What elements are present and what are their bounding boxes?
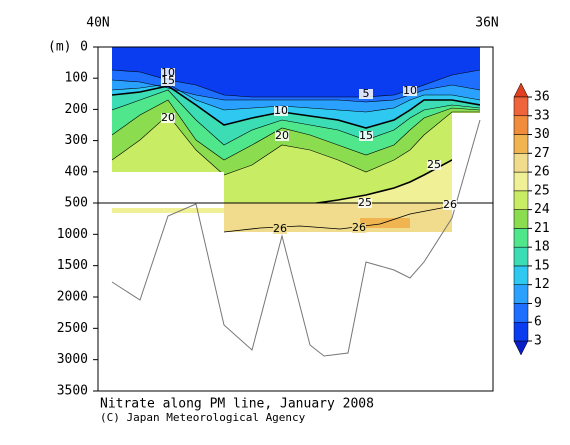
colorbar-segment	[513, 171, 529, 192]
colorbar-tick-label: 25	[534, 183, 550, 198]
contour-label-bg	[161, 113, 175, 123]
y-tick-label: 100	[65, 71, 88, 86]
y-tick-label: 2500	[57, 321, 88, 336]
y-tick-label: 3500	[57, 384, 88, 399]
contour-label-bg	[161, 76, 175, 86]
contour-label: 10	[274, 104, 288, 117]
contour-line	[223, 205, 453, 233]
contour-line	[112, 89, 480, 146]
contour-label: 20	[275, 129, 289, 142]
contour-label-bg	[273, 224, 287, 234]
colorbar-segment	[513, 321, 529, 342]
contour-line	[112, 83, 480, 113]
colorbar-segment	[513, 265, 529, 285]
contour-label-bg	[443, 200, 457, 210]
y-tick-label: 200	[65, 102, 88, 117]
upper-field	[112, 47, 480, 203]
band	[360, 218, 410, 228]
y-tick-label: 1500	[57, 258, 88, 273]
contour-label: 25	[358, 196, 372, 209]
contour-label: 5	[363, 87, 370, 100]
contour-label-bg	[161, 68, 175, 78]
band	[112, 47, 480, 97]
y-tick-label: 300	[65, 133, 88, 148]
contour-label-bg	[359, 89, 373, 99]
plot-frame	[97, 46, 494, 392]
colorbar-tick-label: 12	[534, 277, 550, 292]
colorbar-segment	[513, 190, 529, 210]
contour-label-bg	[403, 86, 417, 96]
colorbar-segment	[513, 96, 529, 117]
colorbar-tick-label: 6	[534, 315, 542, 330]
contour-label-bg	[427, 160, 441, 170]
credit: (C) Japan Meteorological Agency	[100, 411, 306, 424]
y-tick-label: 500	[65, 196, 88, 211]
contour-label: 26	[273, 222, 287, 235]
colorbar-high	[513, 82, 529, 98]
y-axis-label: (m)	[48, 40, 71, 55]
contour-label: 10	[161, 66, 175, 79]
colorbar-tick-label: 3	[534, 334, 542, 349]
contour-label: 26	[352, 221, 366, 234]
y-tick-label: 3000	[57, 352, 88, 367]
colorbar-segment	[513, 228, 529, 248]
colorbar-tick-label: 18	[534, 240, 550, 255]
x-left-label: 40N	[86, 16, 109, 31]
colorbar-tick-label: 21	[534, 221, 550, 236]
contour-label: 25	[427, 158, 441, 171]
contour-label: 26	[443, 198, 457, 211]
colorbar-low	[513, 340, 529, 356]
y-tick-label: 2000	[57, 290, 88, 305]
contour-line	[112, 99, 480, 161]
colorbar-segment	[513, 115, 529, 135]
colorbar-tick-label: 26	[534, 165, 550, 180]
x-right-label: 36N	[475, 16, 498, 31]
colorbar-tick-label: 15	[534, 258, 550, 273]
contour-field	[112, 47, 480, 233]
chart-title: Nitrate along PM line, January 2008	[100, 397, 374, 412]
colorbar-segment	[513, 209, 529, 229]
contour-label-bg	[358, 198, 372, 208]
contour-line	[112, 79, 480, 103]
contour-label-bg	[352, 223, 366, 233]
colorbar-segment	[513, 153, 529, 173]
contour-label: 10	[403, 84, 417, 97]
colorbar-tick-label: 36	[534, 90, 550, 105]
contour-label: 15	[161, 74, 175, 87]
y-tick-label: 1000	[57, 227, 88, 242]
y-tick-label: 400	[65, 164, 88, 179]
colorbar-tick-label: 24	[534, 202, 550, 217]
contour-label-bg	[274, 106, 288, 116]
contour-label-bg	[359, 131, 373, 141]
bottom-topography	[111, 119, 481, 357]
contour-label-bg	[275, 131, 289, 141]
contour-label: 15	[359, 129, 373, 142]
contour-line	[112, 111, 480, 176]
colorbar-tick-label: 9	[534, 296, 542, 311]
contour-line	[112, 149, 480, 203]
colorbar-tick-label: 27	[534, 146, 550, 161]
colorbar-tick-label: 30	[534, 127, 550, 142]
colorbar-segment	[513, 246, 529, 267]
colorbar-segment	[513, 303, 529, 323]
contour-line	[112, 85, 480, 129]
y-tick-label: 0	[80, 40, 88, 55]
contour-line	[112, 69, 480, 98]
contour-label: 20	[161, 111, 175, 124]
band	[224, 203, 452, 232]
colorbar-segment	[513, 134, 529, 154]
colorbar-tick-label: 33	[534, 108, 550, 123]
band	[112, 208, 224, 213]
colorbar-segment	[513, 284, 529, 304]
